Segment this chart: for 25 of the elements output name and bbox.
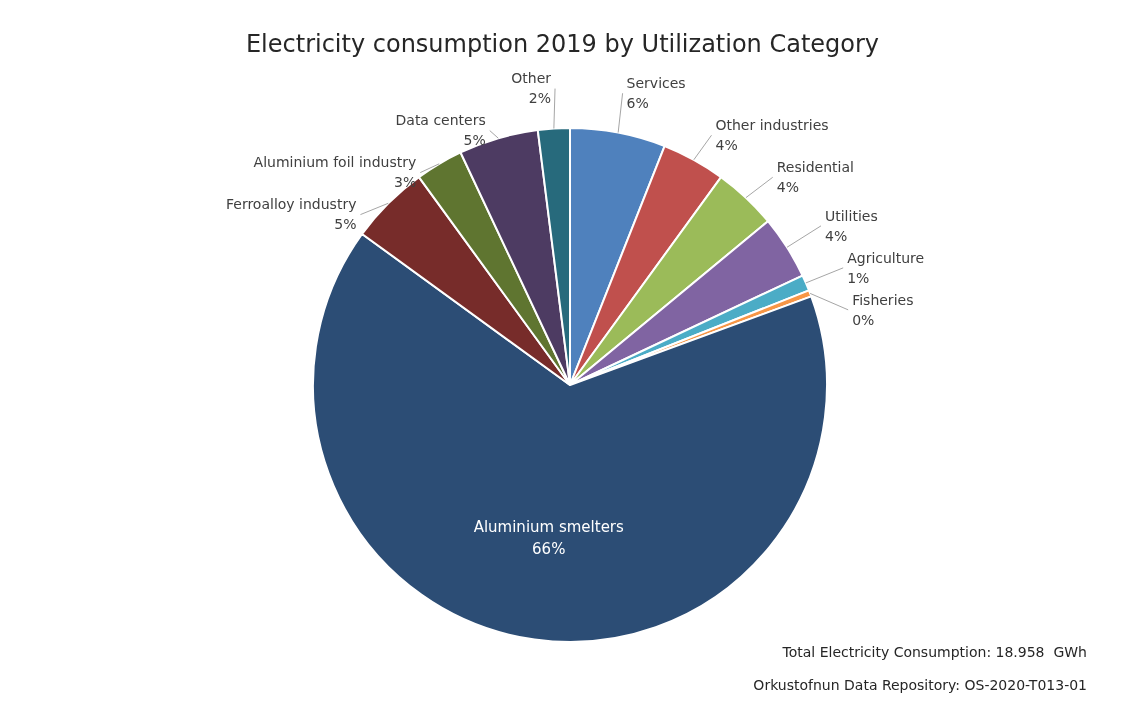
slice-label: Services (626, 74, 686, 91)
data-label: 4% (715, 136, 738, 153)
chart-title: Electricity consumption 2019 by Utilization Category (245, 30, 880, 59)
data-label: 5% (334, 216, 357, 233)
slice-label: Fisheries (852, 291, 914, 308)
data-label: 3% (394, 174, 417, 191)
data-label: 6% (626, 94, 649, 111)
data-label: 4% (824, 227, 848, 244)
slice-label: Other (511, 70, 552, 87)
slice-label: Residential (776, 158, 854, 175)
slice-label: Agriculture (847, 249, 925, 266)
data-label: 2% (528, 90, 552, 107)
slice-label: Other industries (715, 116, 829, 133)
slice-label: Aluminium smelters (473, 517, 625, 536)
slice-label: Data centers (395, 112, 486, 129)
slice-label: Ferroalloy industry (226, 196, 357, 213)
slice-label: Utilities (824, 207, 878, 224)
data-label: 5% (463, 132, 486, 149)
data-label: 66% (532, 539, 566, 558)
slice-label: Aluminium foil industry (253, 154, 417, 171)
data-label: 4% (776, 178, 799, 195)
text: Orkustofnun Data Repository: OS-2020-T013-01 (753, 676, 1087, 693)
text: Total Electricity Consumption: 18.958 GWh (781, 643, 1087, 660)
data-label: 1% (847, 269, 870, 286)
data-label: 0% (852, 311, 875, 328)
